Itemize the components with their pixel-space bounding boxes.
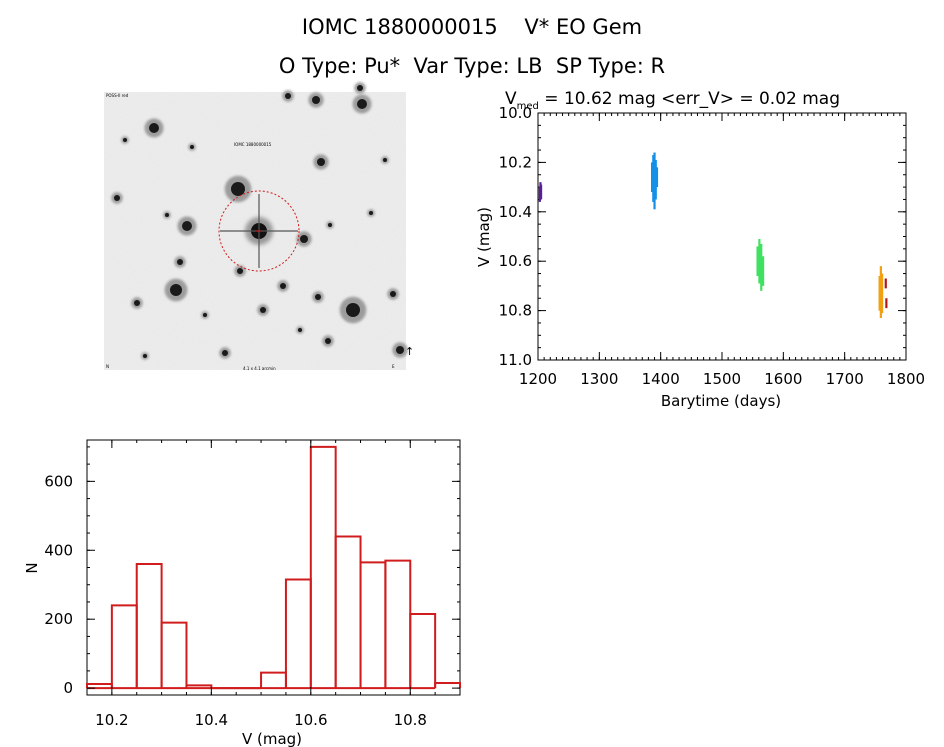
- hist-y-tick-label: 200: [44, 610, 73, 628]
- hist-y-tick-label: 400: [44, 541, 73, 559]
- star: [170, 284, 182, 296]
- star: [190, 145, 194, 149]
- star: [280, 283, 286, 289]
- star: [203, 313, 207, 317]
- star: [143, 354, 147, 358]
- star: [260, 307, 266, 313]
- hist-y-tick-label: 0: [63, 679, 73, 697]
- star: [300, 235, 308, 243]
- star: [315, 294, 321, 300]
- lc-axes: 1200 1300 1400 1500 1600 1700 1800 10.0 10.2 10.4…: [499, 104, 926, 388]
- lc-ylabel: V (mag): [475, 207, 493, 267]
- finder-label-bottom-center: 4.1 x 4.1 arcmin: [243, 366, 276, 371]
- lc-x-tick-label: 1300: [580, 370, 618, 388]
- chart-title-line1: IOMC 1880000015 V* EO Gem: [301, 15, 643, 39]
- star: [134, 300, 140, 306]
- lc-y-tick-label: 10.2: [499, 153, 532, 171]
- hist-bar: [135, 563, 163, 689]
- finder-label-bottom-left: N: [106, 364, 109, 369]
- star: [383, 158, 387, 162]
- hist-bar: [260, 671, 287, 689]
- lc-x-tick-label: 1600: [764, 370, 802, 388]
- star: [357, 99, 367, 109]
- hist-bar: [309, 445, 337, 689]
- lc-y-tick-label: 10.6: [499, 252, 532, 270]
- lc-y-tick-label: 10.8: [499, 302, 532, 320]
- hist-bar: [160, 621, 188, 689]
- finder-stars: [111, 82, 408, 360]
- star: [390, 291, 396, 297]
- hist-plot-frame: [86, 439, 461, 696]
- lc-x-tick-label: 1800: [887, 370, 925, 388]
- lc-xlabel: Barytime (days): [661, 392, 781, 410]
- hist-bars: [86, 445, 461, 690]
- star: [325, 338, 331, 344]
- star: [328, 223, 332, 227]
- star: [396, 346, 404, 354]
- star: [165, 213, 169, 217]
- target-circle: [218, 190, 300, 272]
- hist-bar: [409, 613, 437, 689]
- lc-y-tick-label: 10.0: [499, 104, 532, 122]
- star: [114, 195, 120, 201]
- lc-x-tick-label: 1200: [519, 370, 557, 388]
- hist-bar: [434, 681, 461, 689]
- hist-bar: [284, 578, 312, 689]
- hist-axes: 10.2 10.4 10.6 10.8 0 200 400 600: [44, 440, 461, 729]
- star: [346, 303, 360, 317]
- star: [149, 123, 159, 133]
- hist-bar: [110, 604, 138, 689]
- star: [357, 85, 363, 91]
- hist-x-tick-label: 10.8: [394, 711, 427, 729]
- star: [123, 138, 127, 142]
- hist-xlabel: V (mag): [242, 730, 302, 747]
- finder-north-arrow: ↑: [405, 345, 414, 358]
- hist-x-tick-label: 10.4: [195, 711, 228, 729]
- lc-x-tick-label: 1500: [703, 370, 741, 388]
- hist-x-tick-label: 10.2: [95, 711, 128, 729]
- chart-title-line2: O Type: Pu* Var Type: LB SP Type: R: [278, 54, 666, 78]
- hist-bar: [359, 561, 387, 689]
- hist-bar: [185, 684, 213, 689]
- lc-series: [538, 152, 888, 319]
- star: [298, 328, 302, 332]
- finder-label-top-left: POSS-II red: [106, 93, 129, 98]
- lc-y-tick-label: 10.4: [499, 203, 532, 221]
- star: [177, 259, 183, 265]
- hist-bar: [384, 559, 412, 689]
- star: [369, 211, 373, 215]
- hist-x-tick-label: 10.6: [294, 711, 327, 729]
- star: [285, 93, 291, 99]
- lc-x-tick-label: 1400: [642, 370, 680, 388]
- star: [182, 221, 192, 231]
- hist-ylabel: N: [23, 562, 41, 573]
- star: [231, 182, 245, 196]
- star: [222, 350, 228, 356]
- star: [312, 96, 320, 104]
- lc-x-tick-label: 1700: [826, 370, 864, 388]
- hist-bar: [334, 535, 362, 689]
- lc-y-tick-label: 11.0: [499, 351, 532, 369]
- lc-title: Vmed = 10.62 mag <err_V> = 0.02 mag: [505, 89, 840, 112]
- finder-label-target: IOMC 1880000015: [234, 142, 272, 147]
- finder-label-bottom-right: E: [392, 364, 395, 369]
- hist-y-tick-label: 600: [44, 472, 73, 490]
- star: [317, 158, 325, 166]
- star: [237, 268, 243, 274]
